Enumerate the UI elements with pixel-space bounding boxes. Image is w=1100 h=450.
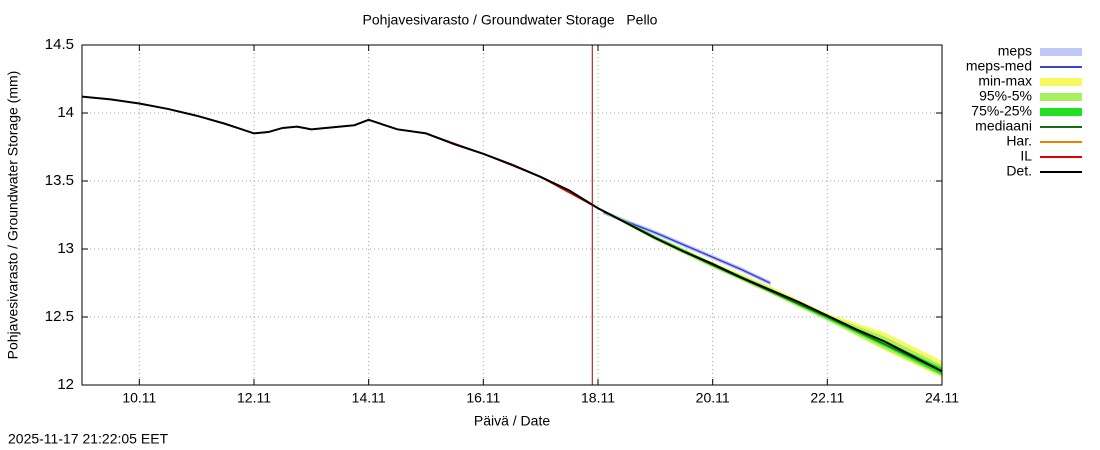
x-tick-label: 14.11 bbox=[352, 390, 386, 406]
legend-label: mediaani bbox=[975, 118, 1032, 134]
y-axis-label: Pohjavesivarasto / Groundwater Storage (… bbox=[5, 71, 21, 360]
timestamp: 2025-11-17 21:22:05 EET bbox=[8, 431, 169, 447]
legend-label: 75%-25% bbox=[971, 103, 1032, 119]
chart-title: Pohjavesivarasto / Groundwater Storage P… bbox=[363, 12, 658, 28]
legend-label: Det. bbox=[1006, 163, 1032, 179]
y-tick-label: 14 bbox=[57, 104, 74, 121]
legend-swatch bbox=[1040, 48, 1082, 56]
legend-label: Har. bbox=[1006, 133, 1032, 149]
y-tick-label: 14.5 bbox=[45, 36, 74, 53]
x-tick-label: 20.11 bbox=[696, 390, 730, 406]
line bbox=[82, 95, 942, 373]
y-tick-label: 12 bbox=[57, 376, 74, 393]
legend-swatch bbox=[1040, 108, 1082, 116]
legend-label: 95%-5% bbox=[979, 88, 1032, 104]
line bbox=[425, 132, 599, 209]
x-tick-label: 24.11 bbox=[925, 390, 959, 406]
legend-swatch bbox=[1040, 93, 1082, 101]
y-tick-label: 12.5 bbox=[45, 308, 74, 325]
x-tick-label: 12.11 bbox=[237, 390, 271, 406]
x-tick-label: 18.11 bbox=[581, 390, 615, 406]
plot-frame bbox=[81, 44, 943, 386]
legend-label: meps-med bbox=[966, 58, 1032, 74]
legend-label: min-max bbox=[978, 73, 1032, 89]
line bbox=[425, 132, 599, 209]
legend-label: meps bbox=[998, 43, 1032, 59]
y-tick-label: 13.5 bbox=[45, 172, 74, 189]
legend-label: IL bbox=[1020, 148, 1032, 164]
y-tick-label: 13 bbox=[57, 240, 74, 257]
x-tick-label: 16.11 bbox=[466, 390, 500, 406]
x-axis-label: Päivä / Date bbox=[474, 413, 550, 429]
x-tick-label: 22.11 bbox=[810, 390, 844, 406]
legend-swatch bbox=[1040, 78, 1082, 86]
x-tick-label: 10.11 bbox=[122, 390, 156, 406]
